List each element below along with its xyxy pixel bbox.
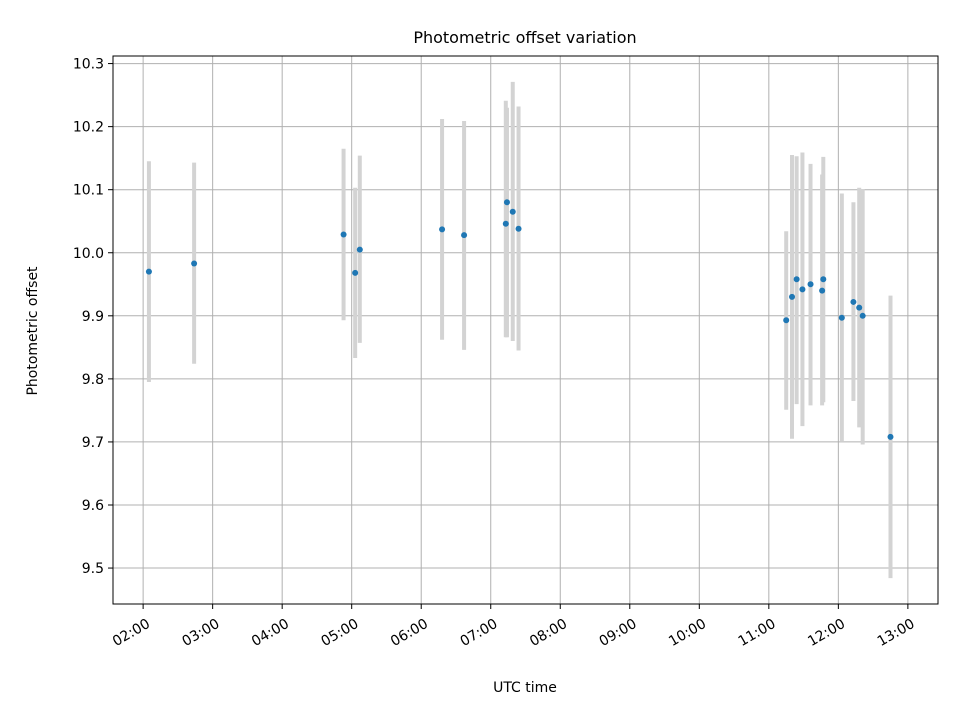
data-point xyxy=(509,208,516,215)
y-tick-label: 10.2 xyxy=(73,120,104,136)
plot-frame xyxy=(112,55,939,605)
grid-lines xyxy=(113,56,938,604)
y-tick-label: 9.6 xyxy=(82,498,104,514)
data-point xyxy=(793,276,800,283)
y-axis-label: Photometric offset xyxy=(25,266,41,396)
chart-title: Photometric offset variation xyxy=(413,28,636,47)
data-point xyxy=(502,220,509,227)
data-point xyxy=(856,304,863,311)
data-point xyxy=(887,433,894,440)
y-tick-label: 9.7 xyxy=(82,435,104,451)
y-tick-label: 9.9 xyxy=(82,309,104,325)
y-tick-label: 10.1 xyxy=(73,183,104,199)
data-point xyxy=(356,246,363,253)
data-point xyxy=(850,298,857,305)
data-point xyxy=(439,226,446,233)
x-axis-label: UTC time xyxy=(493,680,557,696)
data-point xyxy=(340,231,347,238)
data-point xyxy=(191,260,198,267)
y-tick-label: 10.3 xyxy=(73,57,104,73)
data-point xyxy=(820,276,827,283)
data-point xyxy=(859,312,866,319)
data-points xyxy=(145,199,894,440)
data-point xyxy=(819,287,826,294)
data-point xyxy=(838,314,845,321)
data-point xyxy=(799,286,806,293)
y-tick-label: 10.0 xyxy=(73,246,104,262)
data-point xyxy=(503,199,510,206)
data-point xyxy=(145,268,152,275)
data-point xyxy=(352,269,359,276)
y-tick-label: 9.5 xyxy=(82,561,104,577)
data-point xyxy=(783,317,790,324)
data-point xyxy=(789,293,796,300)
y-tick-label: 9.8 xyxy=(82,372,104,388)
data-point xyxy=(515,225,522,232)
data-point xyxy=(461,232,468,239)
data-point xyxy=(807,281,814,288)
